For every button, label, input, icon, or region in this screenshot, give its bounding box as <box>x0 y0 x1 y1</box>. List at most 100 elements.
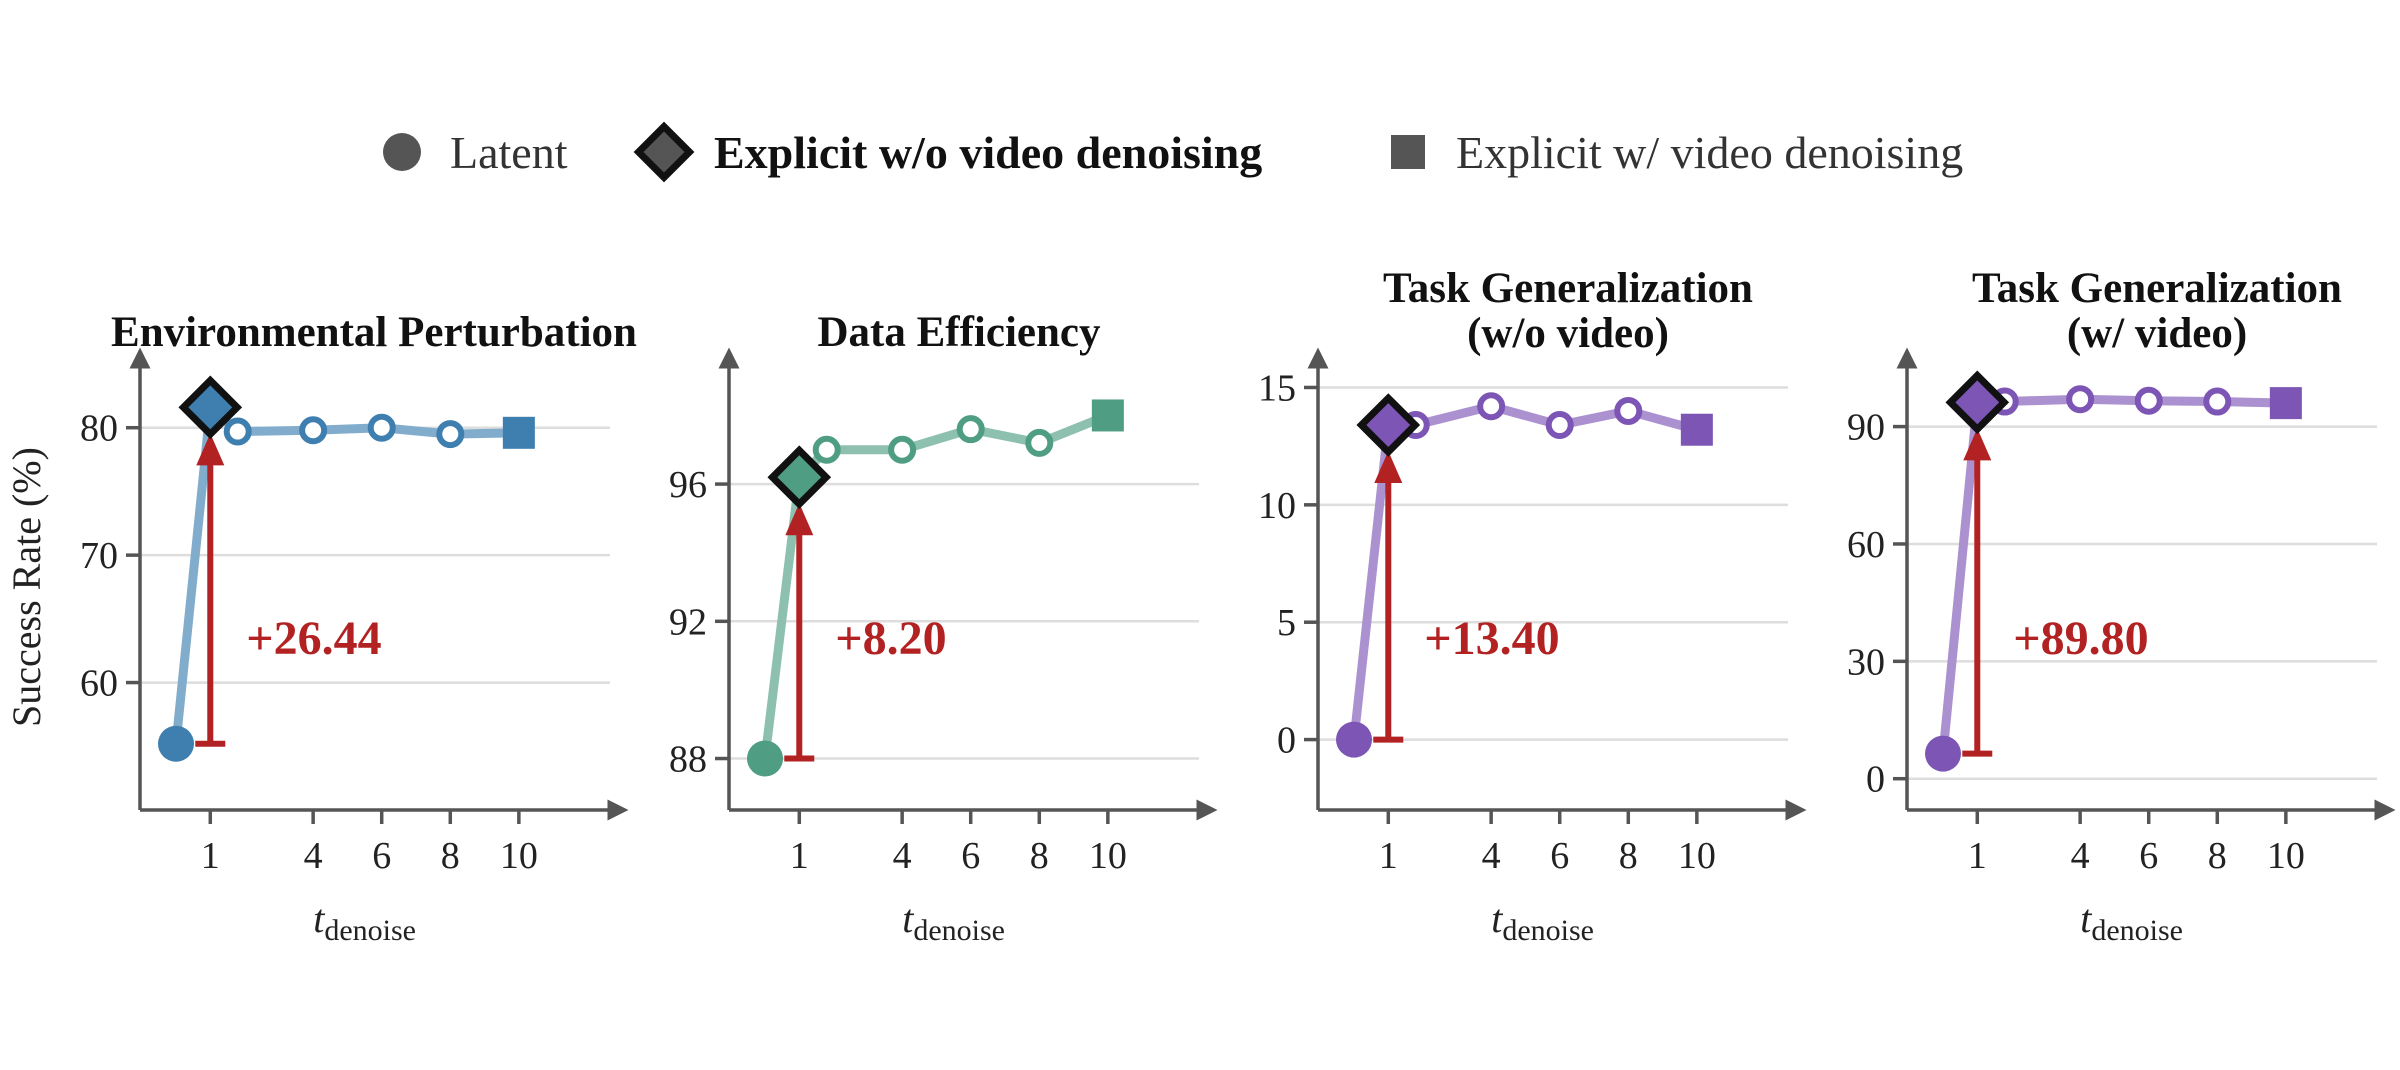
panel-title-line: (w/ video) <box>2067 310 2247 357</box>
x-tick-label: 8 <box>1619 835 1638 877</box>
improvement-label: +89.80 <box>2013 612 2148 665</box>
series-line <box>1349 401 1702 745</box>
x-tick-label: 1 <box>1968 835 1987 877</box>
x-axis-label: tdenoise <box>902 896 1005 947</box>
x-axis-label-main: t <box>313 896 325 941</box>
y-tick-label: 60 <box>80 663 118 705</box>
x-tick-label: 8 <box>2208 835 2227 877</box>
series-point <box>2134 386 2163 415</box>
x-tick-label: 1 <box>790 835 809 877</box>
x-tick-label: 4 <box>304 835 323 877</box>
x-tick-label: 4 <box>893 835 912 877</box>
series-point <box>436 420 465 449</box>
explicit-with-video-point <box>1680 413 1713 446</box>
series-point <box>2066 385 2095 414</box>
series-point <box>223 417 252 446</box>
x-tick-label: 6 <box>2139 835 2158 877</box>
series-point <box>2203 387 2232 416</box>
improvement-arrow-head <box>1374 451 1403 484</box>
x-tick-label: 6 <box>1550 835 1569 877</box>
x-tick-label: 4 <box>2071 835 2090 877</box>
x-tick-label: 8 <box>441 835 460 877</box>
x-axis-label-main: t <box>1491 896 1503 941</box>
series-point <box>956 415 985 444</box>
series-point <box>299 416 328 445</box>
y-tick-label: 30 <box>1847 641 1885 683</box>
explicit-without-video-point <box>767 445 832 510</box>
x-axis-label-subscript: denoise <box>2091 914 2183 947</box>
legend-item-circle: Latent <box>383 127 568 178</box>
latent-point <box>747 740 783 777</box>
series-point <box>1614 396 1643 425</box>
series-point <box>1025 428 1054 457</box>
y-tick-label: 70 <box>80 535 118 577</box>
improvement-label: +13.40 <box>1424 612 1559 665</box>
y-axis-label: Success Rate (%) <box>4 447 49 727</box>
panel-4: 0 30 60 90 1 4 6 8 10 tdenoise Task Generalization… <box>1847 265 2396 947</box>
explicit-with-video-point <box>2269 387 2302 420</box>
x-tick-label: 10 <box>1678 835 1716 877</box>
series-line <box>171 402 524 749</box>
panel-title-line: (w/o video) <box>1467 310 1669 357</box>
x-axis-label-subscript: denoise <box>1502 914 1594 947</box>
explicit-without-video-point <box>178 375 243 440</box>
series-point <box>367 413 396 442</box>
x-tick-label: 6 <box>372 835 391 877</box>
y-tick-label: 60 <box>1847 524 1885 566</box>
series-point <box>812 435 841 464</box>
y-tick-label: 0 <box>1866 759 1885 801</box>
x-tick-label: 6 <box>961 835 980 877</box>
panel-1: 60 70 80 1 4 6 8 10 tdenoise Environmental Pertur… <box>80 309 637 947</box>
y-tick-label: 92 <box>669 601 707 643</box>
latent-point <box>1336 721 1372 758</box>
x-axis-label: tdenoise <box>2080 896 2183 947</box>
y-tick-label: 15 <box>1258 367 1296 409</box>
y-tick-label: 5 <box>1277 602 1296 644</box>
latent-point <box>158 725 194 762</box>
panel-3: 0 5 10 15 1 4 6 8 10 tdenoise Task Generalization(… <box>1258 265 1807 947</box>
x-tick-label: 10 <box>500 835 538 877</box>
panel-title-line: Task Generalization <box>1972 265 2342 312</box>
x-tick-label: 4 <box>1482 835 1501 877</box>
legend-label: Explicit w/ video denoising <box>1456 127 1963 178</box>
improvement-arrow-head <box>1963 428 1992 461</box>
explicit-with-video-point <box>502 416 535 449</box>
x-axis-label-subscript: denoise <box>324 914 416 947</box>
series-point <box>1477 392 1506 421</box>
x-tick-label: 1 <box>201 835 220 877</box>
legend-label: Explicit w/o video denoising <box>714 127 1262 178</box>
x-tick-label: 10 <box>1089 835 1127 877</box>
explicit-without-video-point <box>1945 370 2010 435</box>
y-tick-label: 0 <box>1277 720 1296 762</box>
legend: Latent Explicit w/o video denoising Explic… <box>383 121 1963 183</box>
panel-title: Environmental Perturbation <box>111 309 637 356</box>
y-tick-label: 88 <box>669 739 707 781</box>
x-tick-label: 10 <box>2267 835 2305 877</box>
legend-square-icon <box>1391 135 1425 169</box>
series-line <box>1938 394 2291 759</box>
x-tick-label: 1 <box>1379 835 1398 877</box>
series-point <box>1545 411 1574 440</box>
x-axis-label: tdenoise <box>1491 896 1594 947</box>
y-tick-label: 10 <box>1258 485 1296 527</box>
latent-point <box>1925 735 1961 772</box>
series-point <box>888 435 917 464</box>
improvement-label: +26.44 <box>246 612 381 665</box>
x-axis-label-subscript: denoise <box>913 914 1005 947</box>
y-tick-label: 90 <box>1847 407 1885 449</box>
improvement-arrow-head <box>196 433 225 466</box>
improvement-arrow-head <box>785 503 814 536</box>
improvement-label: +8.20 <box>835 612 946 665</box>
panel-2: 88 92 96 1 4 6 8 10 tdenoise Data Efficiency +8.20 <box>669 309 1218 947</box>
panel-title: Data Efficiency <box>817 309 1101 356</box>
x-axis-label-main: t <box>902 896 914 941</box>
x-tick-label: 8 <box>1030 835 1049 877</box>
explicit-with-video-point <box>1091 399 1124 432</box>
legend-item-square: Explicit w/ video denoising <box>1391 127 1963 178</box>
legend-circle-icon <box>383 133 421 171</box>
explicit-without-video-point <box>1356 393 1421 457</box>
y-tick-label: 80 <box>80 408 118 450</box>
legend-item-diamond: Explicit w/o video denoising <box>633 121 1262 183</box>
